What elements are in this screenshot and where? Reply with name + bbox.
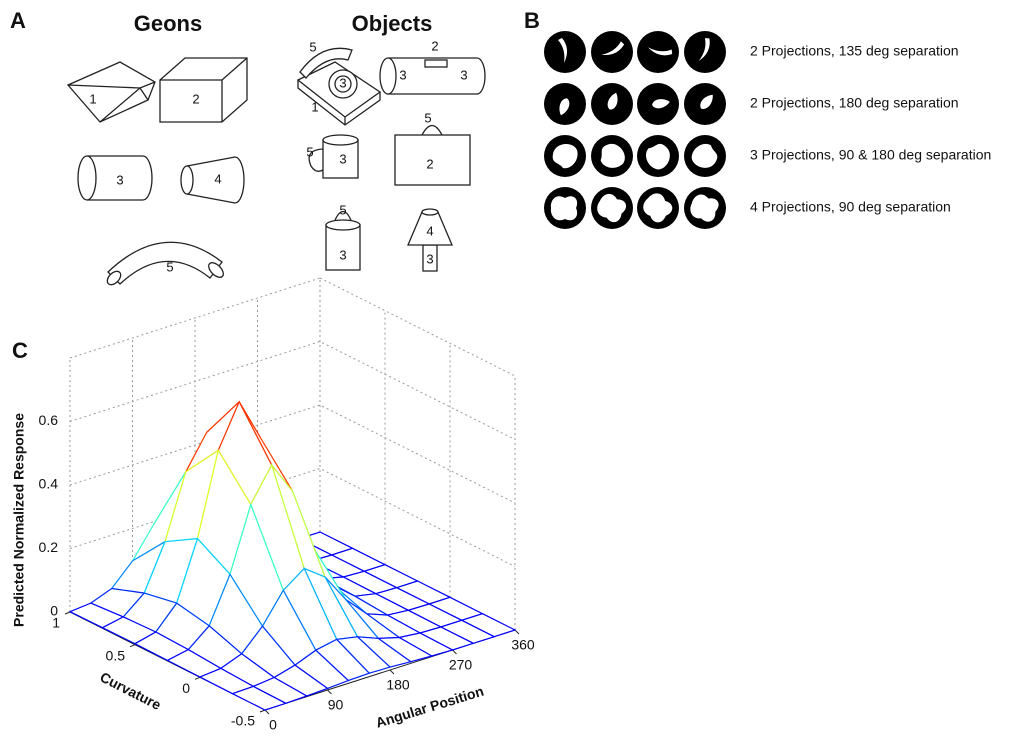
part-label: 3 (460, 67, 467, 82)
tick-mark (265, 710, 269, 714)
y-tick-label: -0.5 (231, 713, 255, 729)
panel-label: B (524, 8, 540, 33)
objects-title: Objects (352, 11, 433, 36)
x-tick-label: 270 (449, 657, 473, 673)
y-axis-title: Curvature (97, 669, 163, 713)
x-tick-label: 180 (386, 677, 410, 693)
part-label: 4 (426, 223, 433, 238)
panel-label: A (10, 8, 26, 33)
box-edge (320, 278, 515, 376)
tick-mark (515, 630, 519, 634)
tick-mark (260, 710, 265, 712)
y-tick-label: 0 (182, 680, 190, 696)
z-tick-label: 0.6 (39, 412, 59, 428)
geon-label: 5 (166, 259, 173, 274)
part-label: 3 (339, 151, 346, 166)
tick-mark (195, 677, 200, 679)
x-tick-label: 90 (328, 697, 344, 713)
row-label: 3 Projections, 90 & 180 deg separation (750, 147, 991, 163)
grid-line (70, 405, 515, 503)
tick-mark (453, 650, 457, 654)
part-label: 3 (339, 247, 346, 262)
stimulus-grid (544, 31, 726, 229)
row-label: 4 Projections, 90 deg separation (750, 199, 951, 215)
geons-title: Geons (134, 11, 202, 36)
z-axis-title: Predicted Normalized Response (11, 413, 27, 627)
object-drawings (298, 48, 485, 271)
part-label: 2 (426, 156, 433, 171)
x-tick-label: 360 (511, 637, 535, 653)
part-label: 3 (399, 67, 406, 82)
stimulus-shape (551, 196, 577, 220)
y-tick-label: 1 (52, 615, 60, 631)
part-label: 2 (431, 38, 438, 53)
tick-mark (328, 690, 332, 694)
part-label: 3 (339, 75, 346, 90)
geon-label: 3 (116, 172, 123, 187)
part-label: 5 (339, 202, 346, 217)
geon-label: 1 (89, 91, 96, 106)
z-tick-label: 0.4 (39, 476, 59, 492)
tick-mark (65, 612, 70, 614)
geon-label: 4 (214, 171, 221, 186)
tick-mark (390, 670, 394, 674)
y-tick-label: 0.5 (106, 647, 126, 663)
row-label: 2 Projections, 180 deg separation (750, 95, 959, 111)
geon-label: 2 (192, 91, 199, 106)
part-label: 5 (306, 144, 313, 159)
x-tick-label: 0 (269, 717, 277, 733)
z-tick-label: 0.2 (39, 539, 59, 555)
panel-label: C (12, 338, 28, 363)
part-label: 5 (309, 39, 316, 54)
part-label: 5 (424, 110, 431, 125)
part-label: 3 (426, 251, 433, 266)
figure: A Geons Objects 1 2 3 4 5 (0, 0, 1032, 739)
tick-mark (130, 645, 135, 647)
grid-line (70, 342, 515, 440)
row-label: 2 Projections, 135 deg separation (750, 43, 959, 59)
part-label: 1 (311, 99, 318, 114)
